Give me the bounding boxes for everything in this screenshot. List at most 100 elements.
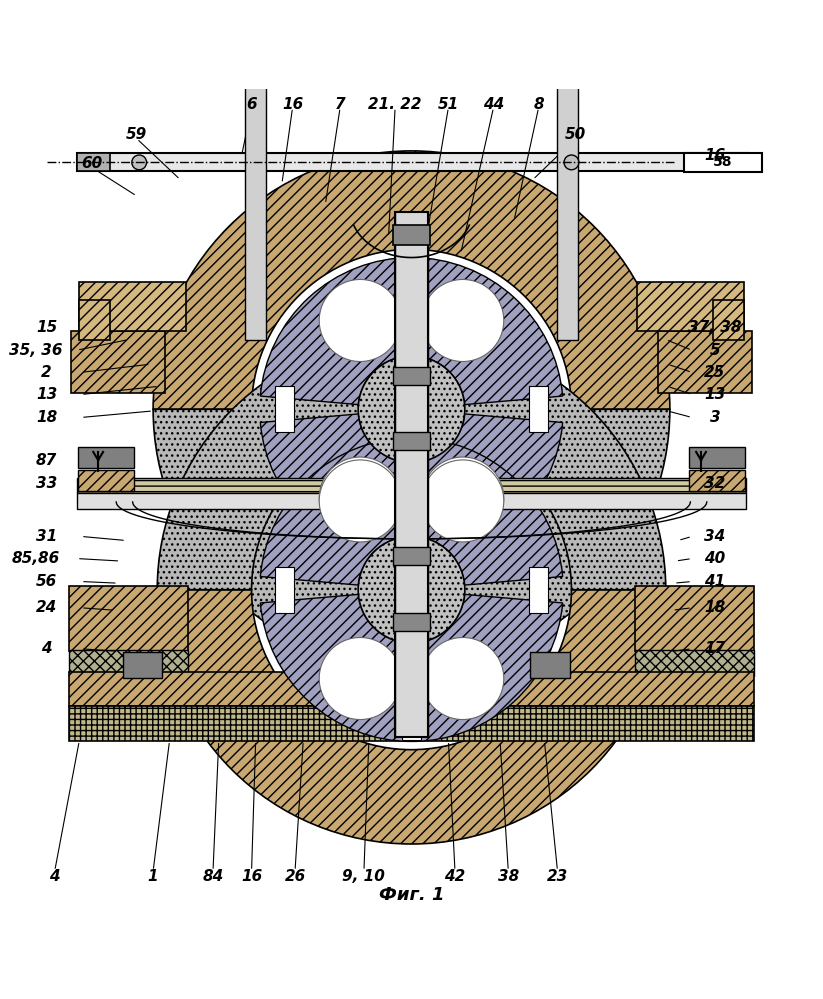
Ellipse shape [319, 280, 402, 362]
Bar [658, 332, 752, 393]
Bar [713, 300, 744, 340]
Text: 6: 6 [246, 97, 257, 112]
Text: 50: 50 [565, 127, 586, 142]
Circle shape [132, 155, 146, 170]
Text: 44: 44 [483, 97, 504, 112]
Text: 84: 84 [202, 869, 224, 884]
Wedge shape [260, 414, 563, 561]
Ellipse shape [319, 458, 402, 539]
Text: 59: 59 [126, 127, 147, 142]
Bar [77, 479, 746, 493]
Text: 34: 34 [704, 528, 726, 543]
Bar [78, 447, 134, 469]
Bar [529, 387, 548, 433]
Wedge shape [260, 438, 563, 585]
Bar [635, 649, 755, 676]
Bar [637, 282, 744, 332]
Wedge shape [157, 589, 666, 844]
Text: 32: 32 [704, 476, 726, 491]
Ellipse shape [421, 280, 504, 362]
Bar [529, 566, 548, 612]
Ellipse shape [421, 637, 504, 719]
Circle shape [564, 155, 579, 170]
Text: 16: 16 [282, 97, 303, 112]
Text: 51: 51 [438, 97, 459, 112]
Bar [123, 652, 162, 678]
Text: 56: 56 [36, 574, 57, 589]
Text: 16: 16 [241, 869, 263, 884]
Bar [393, 367, 430, 385]
Text: 17: 17 [704, 641, 726, 656]
Bar [245, 0, 267, 340]
Circle shape [358, 356, 465, 463]
Text: 23: 23 [546, 869, 568, 884]
Text: 5: 5 [709, 343, 720, 358]
Bar [395, 213, 428, 737]
Text: 16: 16 [704, 148, 726, 163]
Bar [393, 225, 430, 245]
Ellipse shape [319, 460, 402, 541]
Text: Фиг. 1: Фиг. 1 [379, 886, 444, 904]
Text: 3: 3 [709, 410, 720, 425]
Bar [689, 470, 745, 492]
Bar [402, 694, 421, 740]
Wedge shape [260, 258, 563, 405]
Bar [79, 300, 110, 340]
Text: 33: 33 [36, 476, 57, 491]
Text: 37, 38: 37, 38 [688, 320, 742, 335]
Bar [393, 547, 430, 565]
Text: 24: 24 [36, 600, 57, 615]
Text: 18: 18 [704, 600, 726, 615]
Bar [402, 259, 421, 305]
Wedge shape [153, 410, 670, 667]
Wedge shape [157, 336, 666, 589]
Text: 42: 42 [444, 869, 466, 884]
Bar [275, 387, 294, 433]
Text: 18: 18 [36, 410, 57, 425]
Text: 25: 25 [704, 365, 726, 380]
Text: 38: 38 [498, 869, 519, 884]
Bar [531, 652, 570, 678]
Bar [393, 612, 430, 630]
Bar [78, 470, 134, 492]
Bar [635, 585, 755, 651]
Bar [275, 566, 294, 612]
Text: 21. 22: 21. 22 [369, 97, 422, 112]
Text: 8: 8 [533, 97, 544, 112]
Text: 1: 1 [148, 869, 159, 884]
Ellipse shape [319, 637, 402, 719]
Bar [68, 671, 755, 706]
Bar [71, 332, 165, 393]
Bar [77, 493, 746, 509]
Bar [689, 447, 745, 469]
Wedge shape [153, 151, 670, 410]
Bar [402, 513, 421, 559]
Text: 87: 87 [36, 453, 57, 468]
Text: 85,86: 85,86 [12, 551, 60, 566]
Text: 35, 36: 35, 36 [9, 343, 63, 358]
Text: 60: 60 [81, 156, 102, 171]
Text: 4: 4 [41, 641, 52, 656]
Text: 26: 26 [285, 869, 305, 884]
Text: 13: 13 [704, 387, 726, 402]
Bar [393, 433, 430, 451]
Bar [68, 706, 755, 740]
Bar [684, 153, 762, 172]
Text: 58: 58 [713, 156, 732, 170]
Ellipse shape [421, 458, 504, 539]
Circle shape [358, 536, 465, 643]
Bar [77, 154, 750, 172]
Wedge shape [260, 594, 563, 741]
Bar [402, 440, 421, 486]
Text: 15: 15 [36, 320, 57, 335]
Bar [68, 649, 188, 676]
Text: 40: 40 [704, 551, 726, 566]
Bar [68, 585, 188, 651]
Ellipse shape [421, 460, 504, 541]
Text: 2: 2 [41, 365, 52, 380]
Text: 13: 13 [36, 387, 57, 402]
Bar [77, 154, 109, 172]
Text: 31: 31 [36, 528, 57, 543]
Text: 41: 41 [704, 574, 726, 589]
Bar [79, 282, 186, 332]
